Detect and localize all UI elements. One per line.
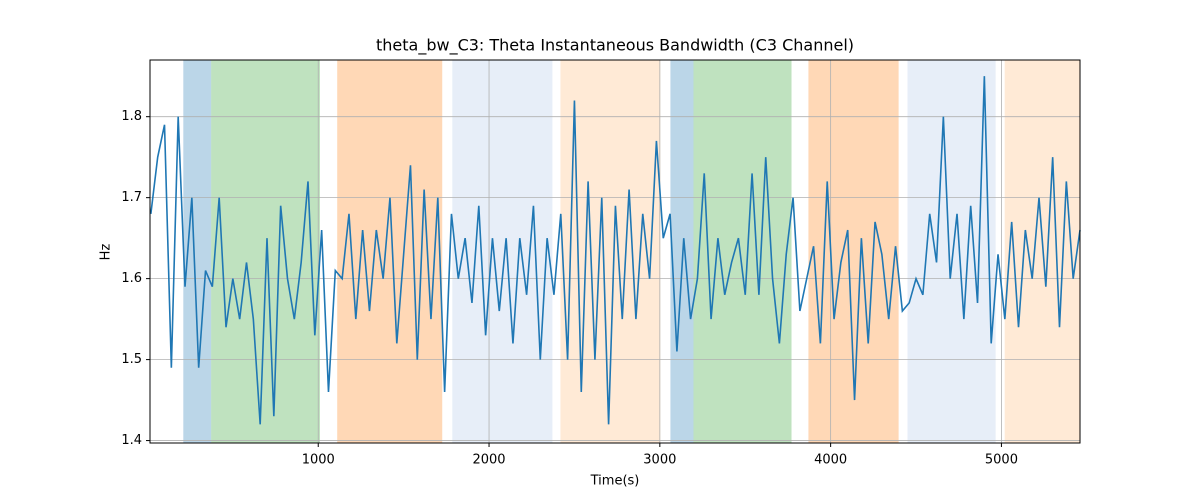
chart-title: theta_bw_C3: Theta Instantaneous Bandwid…: [376, 36, 854, 56]
x-tick-label: 2000: [472, 453, 505, 468]
shaded-span: [693, 60, 792, 443]
x-tick-label: 4000: [814, 453, 847, 468]
shaded-span: [907, 60, 996, 443]
x-tick-label: 1000: [302, 453, 335, 468]
y-tick-label: 1.6: [121, 271, 142, 286]
data-line: [150, 76, 1081, 425]
plot-frame: [149, 59, 1081, 444]
x-tick-label: 3000: [643, 453, 676, 468]
shaded-span: [211, 60, 320, 443]
y-tick-label: 1.5: [121, 352, 142, 367]
y-tick-label: 1.7: [121, 190, 142, 205]
x-axis-label: Time(s): [590, 474, 640, 489]
x-tick-label: 5000: [985, 453, 1018, 468]
y-tick-label: 1.8: [121, 109, 142, 124]
y-axis-label: Hz: [99, 244, 114, 261]
y-tick-label: 1.4: [121, 433, 142, 448]
shaded-span: [670, 60, 694, 443]
shaded-span: [337, 60, 443, 443]
